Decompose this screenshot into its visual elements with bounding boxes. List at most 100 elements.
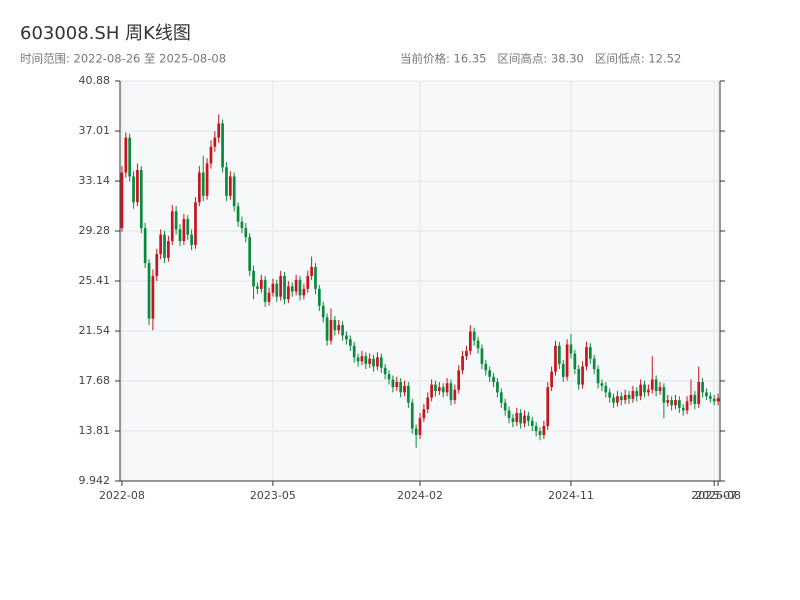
candle-body xyxy=(345,335,348,340)
candle-body xyxy=(364,356,368,364)
candle-body xyxy=(623,394,627,401)
candle-body xyxy=(283,275,286,300)
candle-body xyxy=(712,398,716,402)
candle-body xyxy=(604,385,608,393)
candle-body xyxy=(538,431,542,435)
candle-body xyxy=(430,384,433,398)
candle-body xyxy=(585,347,588,367)
candle-body xyxy=(519,413,522,424)
candle-body xyxy=(337,325,341,331)
candle-body xyxy=(461,356,464,371)
candle-body xyxy=(550,371,553,388)
y-tick-label: 21.54 xyxy=(79,324,111,337)
y-tick-label: 17.68 xyxy=(79,374,111,387)
candle-body xyxy=(352,345,356,358)
candle-body xyxy=(341,325,344,336)
candle-body xyxy=(383,367,387,375)
candle-body xyxy=(174,211,178,230)
candle-body xyxy=(689,394,693,402)
candle-body xyxy=(294,279,298,292)
candle-body xyxy=(395,381,399,388)
candle-body xyxy=(143,228,147,264)
y-tick-label: 37.01 xyxy=(79,124,111,137)
candle-body xyxy=(480,348,484,364)
candle-body xyxy=(314,266,317,289)
candle-body xyxy=(252,270,255,287)
candle-body xyxy=(716,398,720,402)
candle-body xyxy=(647,389,650,393)
candle-body xyxy=(275,283,279,297)
candle-body xyxy=(403,385,406,393)
candle-body xyxy=(678,400,681,408)
candle-body xyxy=(527,415,530,421)
candle-body xyxy=(511,418,515,423)
candle-body xyxy=(387,374,391,380)
candle-body xyxy=(205,163,209,196)
candle-body xyxy=(530,420,534,426)
candle-body xyxy=(496,381,499,393)
candle-body xyxy=(499,392,503,403)
candle-body xyxy=(248,237,252,271)
candle-body xyxy=(596,369,600,384)
candle-body xyxy=(298,279,302,296)
candle-body xyxy=(209,146,213,164)
candle-body xyxy=(120,172,124,229)
candle-body xyxy=(697,381,701,404)
candle-body xyxy=(554,345,557,372)
candle-body xyxy=(546,387,550,426)
candle-body xyxy=(705,392,708,397)
candle-body xyxy=(561,363,565,377)
candle-body xyxy=(318,288,321,306)
chart-title: 603008.SH 周K线图 xyxy=(20,23,191,44)
candle-body xyxy=(151,275,155,319)
candle-body xyxy=(422,409,426,419)
candle-body xyxy=(503,402,507,411)
candle-body xyxy=(418,418,422,435)
candle-body xyxy=(240,221,244,229)
candle-body xyxy=(457,370,461,390)
candle-body xyxy=(523,415,526,424)
candle-body xyxy=(565,344,569,377)
candle-body xyxy=(592,358,596,370)
candle-body xyxy=(654,379,658,392)
candle-body xyxy=(221,123,224,168)
candle-body xyxy=(186,219,190,235)
candle-body xyxy=(310,266,313,276)
candle-body xyxy=(228,176,232,196)
candle-body xyxy=(368,358,372,364)
candle-body xyxy=(492,376,495,382)
candle-body xyxy=(476,340,480,349)
candle-body xyxy=(236,206,240,222)
candle-body xyxy=(658,387,662,392)
candle-body xyxy=(279,275,282,297)
candle-body xyxy=(708,396,712,399)
x-tick-label: 2025-07 xyxy=(691,489,737,502)
candle-body xyxy=(681,407,685,411)
candle-body xyxy=(577,369,581,385)
candle-body xyxy=(194,202,197,245)
candle-body xyxy=(573,353,577,370)
candle-body xyxy=(542,425,546,435)
candle-body xyxy=(643,384,646,393)
candle-body xyxy=(612,397,615,403)
candle-body xyxy=(631,391,635,399)
candle-body xyxy=(453,389,457,401)
candle-body xyxy=(472,331,476,341)
candle-body xyxy=(484,363,488,371)
candle-body xyxy=(178,229,182,242)
candle-body xyxy=(217,123,221,138)
candle-body xyxy=(201,172,205,196)
candle-body xyxy=(182,219,186,242)
candle-body xyxy=(507,410,511,419)
candle-body xyxy=(325,317,329,341)
x-tick-label: 2025-08 xyxy=(695,489,741,502)
candle-body xyxy=(534,425,538,432)
candle-body xyxy=(662,387,666,403)
candle-body xyxy=(163,234,166,258)
candle-body xyxy=(360,356,364,362)
candle-body xyxy=(581,366,584,385)
candle-body xyxy=(190,234,193,245)
candle-body xyxy=(399,381,402,393)
y-tick-label: 13.81 xyxy=(79,424,111,437)
candle-body xyxy=(449,383,453,401)
